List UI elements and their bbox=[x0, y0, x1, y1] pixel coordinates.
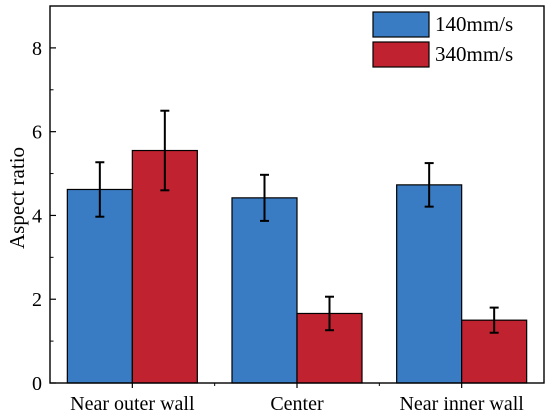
plot-frame bbox=[49, 5, 545, 384]
y-tick-label: 8 bbox=[32, 38, 42, 60]
bar-1-0 bbox=[231, 197, 298, 384]
x-tick-label: Center bbox=[270, 393, 324, 415]
bars-group bbox=[66, 149, 528, 384]
error-bar-2-1 bbox=[489, 306, 499, 334]
error-bar-0-0 bbox=[95, 161, 105, 218]
y-tick-label: 6 bbox=[32, 122, 42, 144]
bar-2-0 bbox=[396, 184, 463, 384]
axes-group: Near outer wall Center Near inner wall 0 2 4 6… bbox=[32, 5, 545, 415]
legend-label-0: 140mm/s bbox=[435, 12, 513, 36]
legend-swatch-1 bbox=[372, 41, 430, 68]
y-tick-label: 4 bbox=[32, 205, 42, 227]
legend: 140mm/s 340mm/s bbox=[372, 11, 513, 68]
legend-label-1: 340mm/s bbox=[435, 42, 513, 66]
x-tick-label: Near inner wall bbox=[399, 393, 524, 415]
legend-swatch-0 bbox=[372, 11, 430, 38]
error-bar-1-1 bbox=[325, 295, 334, 332]
error-bar-1-0 bbox=[260, 173, 269, 222]
bar-0-0 bbox=[66, 188, 133, 384]
error-bar-2-0 bbox=[424, 162, 434, 208]
y-axis-title: Aspect ratio bbox=[5, 147, 29, 249]
y-tick-label: 2 bbox=[32, 289, 42, 311]
x-tick-label: Near outer wall bbox=[70, 393, 195, 415]
y-tick-label: 0 bbox=[32, 373, 42, 395]
error-bar-0-1 bbox=[160, 109, 170, 192]
error-bars-group bbox=[95, 109, 499, 334]
